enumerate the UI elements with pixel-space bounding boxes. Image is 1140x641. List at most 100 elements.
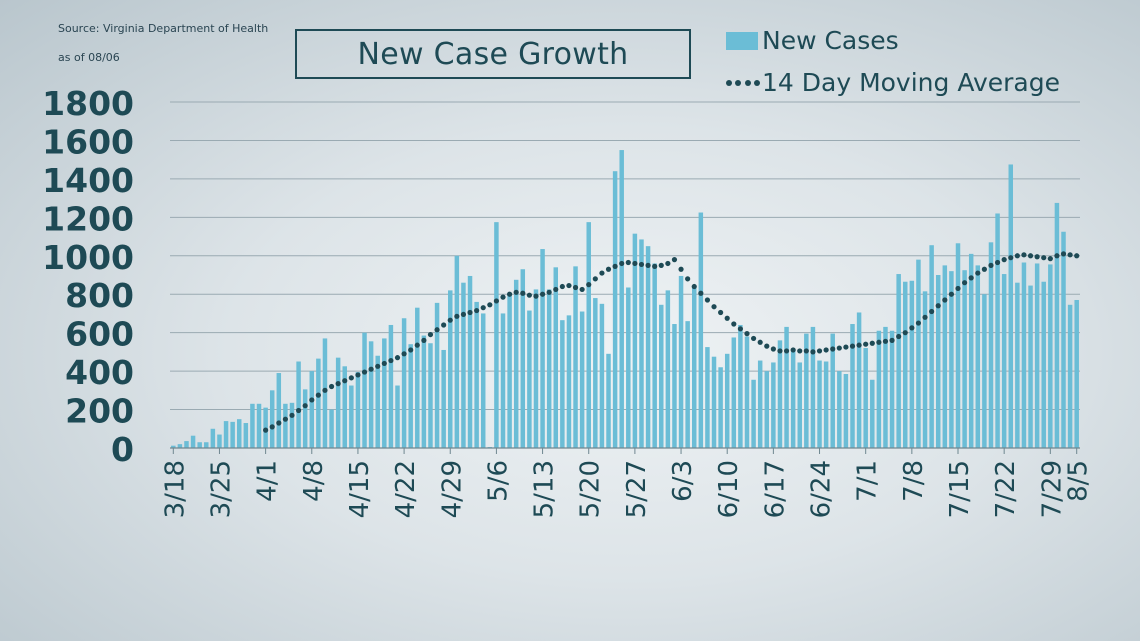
legend-new-cases: New Cases (726, 26, 899, 55)
bar (573, 266, 578, 448)
bar (533, 289, 539, 448)
average-point (691, 283, 697, 290)
average-point (315, 392, 321, 398)
x-tick-label: 4/1 (253, 460, 283, 502)
average-point (988, 262, 994, 268)
bar (1008, 164, 1014, 448)
average-point (830, 346, 836, 352)
y-tick-label: 200 (65, 392, 134, 431)
bar (296, 361, 301, 448)
x-tick-label: 6/10 (714, 460, 744, 518)
bar (889, 330, 895, 448)
bar (184, 441, 189, 448)
y-tick-label: 1800 (42, 84, 134, 123)
average-point (994, 259, 1001, 266)
average-point (599, 270, 605, 276)
average-point (955, 285, 961, 292)
bar (1074, 299, 1079, 448)
bar (355, 372, 361, 448)
average-point (731, 321, 737, 327)
bar (467, 275, 473, 448)
average-point (777, 348, 783, 354)
bar (560, 320, 565, 448)
average-point (539, 291, 546, 297)
average-point (1041, 255, 1047, 261)
average-point (500, 294, 506, 300)
average-point (572, 284, 579, 291)
average-point (480, 305, 486, 311)
average-point (533, 293, 539, 299)
average-point (803, 348, 809, 354)
average-point (348, 375, 354, 381)
average-point (981, 266, 987, 272)
bar (738, 324, 743, 448)
bar (362, 332, 367, 448)
bar (408, 344, 413, 448)
bar (546, 289, 552, 448)
average-point (625, 259, 631, 266)
average-point (843, 344, 849, 350)
average-point (381, 360, 387, 367)
bar (388, 324, 394, 448)
average-point (810, 349, 816, 355)
bar (401, 318, 407, 448)
bar (659, 304, 664, 448)
average-point (388, 357, 394, 364)
average-point (968, 275, 974, 281)
average-point (1014, 253, 1020, 259)
bar (520, 269, 526, 448)
bar (691, 286, 697, 448)
bar (751, 379, 756, 448)
bar (527, 310, 532, 448)
bar (494, 222, 499, 448)
bar (856, 312, 862, 448)
bar (685, 321, 690, 448)
average-point (368, 366, 374, 372)
bar (942, 265, 948, 448)
bar (1054, 202, 1060, 448)
average-point (1021, 252, 1027, 258)
bar (579, 311, 585, 448)
average-point (962, 280, 968, 286)
average-point (704, 297, 711, 303)
average-point (493, 298, 500, 304)
x-tick-label: 8/5 (1064, 460, 1094, 502)
y-tick-label: 800 (65, 276, 134, 315)
bar (190, 435, 196, 448)
average-point (1008, 255, 1014, 261)
bar (698, 212, 704, 448)
bar (876, 330, 882, 448)
bar (1021, 262, 1027, 448)
bar (843, 373, 849, 448)
average-point (757, 339, 763, 345)
average-point (942, 297, 948, 303)
average-point (467, 309, 473, 316)
average-point (876, 339, 882, 345)
average-point (638, 261, 645, 268)
bar (1015, 282, 1020, 448)
bar (777, 340, 783, 448)
bar (395, 385, 400, 448)
average-point (764, 343, 770, 349)
bar (329, 409, 334, 448)
average-point (612, 263, 618, 269)
bar (705, 347, 710, 448)
bar (1061, 231, 1066, 448)
average-point (671, 257, 678, 263)
y-tick-label: 1400 (42, 161, 134, 200)
bar (415, 307, 420, 448)
bar (711, 356, 717, 448)
average-point (586, 282, 592, 288)
average-point (559, 283, 565, 290)
x-tick-label: 4/29 (437, 460, 467, 518)
bar (309, 371, 315, 448)
bar (507, 294, 512, 448)
average-point (619, 260, 625, 267)
average-point (849, 343, 856, 349)
bar (250, 403, 255, 448)
bar (171, 445, 176, 448)
average-point (361, 369, 368, 375)
x-tick-label: 5/20 (576, 460, 606, 518)
bar (672, 324, 677, 448)
